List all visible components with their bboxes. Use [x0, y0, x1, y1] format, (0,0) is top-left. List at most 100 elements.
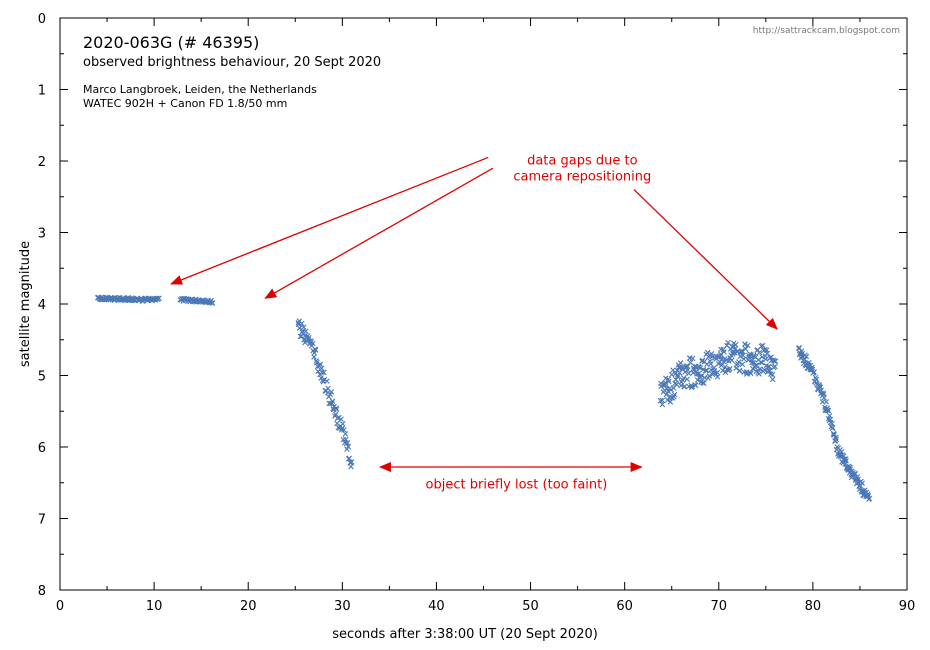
- data-point: [689, 355, 696, 362]
- data-point: [318, 375, 324, 381]
- data-point: [681, 383, 688, 390]
- data-point: [759, 354, 765, 360]
- data-point: [312, 347, 319, 353]
- data-point: [859, 480, 865, 486]
- data-point: [730, 349, 736, 356]
- data-point: [744, 342, 751, 349]
- data-point: [823, 399, 830, 405]
- data-point: [739, 361, 746, 368]
- data-point: [324, 378, 330, 384]
- data-point: [298, 320, 305, 327]
- y-axis: 0 1 2 3 4 5 6 7 8: [38, 12, 907, 599]
- data-point: [857, 482, 864, 489]
- data-point: [346, 455, 353, 462]
- y-tick-label: 2: [38, 155, 46, 170]
- data-point: [303, 328, 309, 335]
- data-point: [319, 369, 325, 376]
- data-point: [341, 427, 347, 433]
- chart-subtitle: observed brightness behaviour, 20 Sept 2…: [83, 55, 381, 70]
- data-point: [747, 370, 754, 377]
- data-point: [732, 341, 739, 348]
- data-point: [820, 390, 827, 396]
- data-point: [752, 362, 759, 369]
- data-point: [838, 448, 845, 455]
- data-point: [803, 353, 810, 360]
- x-tick-label: 10: [146, 599, 163, 614]
- data-point: [328, 389, 335, 395]
- data-point: [657, 397, 664, 404]
- y-tick-label: 1: [38, 84, 46, 99]
- x-tick-label: 50: [522, 599, 539, 614]
- data-point: [685, 370, 692, 377]
- data-point: [821, 394, 827, 401]
- data-point: [667, 399, 674, 405]
- data-point: [833, 436, 839, 443]
- data-point: [756, 371, 762, 377]
- data-point: [714, 374, 721, 380]
- annotation-label: camera repositioning: [513, 170, 651, 185]
- data-point: [852, 470, 858, 477]
- x-axis-title: seconds after 3:38:00 UT (20 Sept 2020): [332, 627, 598, 642]
- data-point: [825, 407, 832, 414]
- data-point: [321, 376, 328, 383]
- data-point: [772, 363, 778, 370]
- data-point: [842, 461, 848, 467]
- data-point: [698, 373, 705, 379]
- data-point: [674, 374, 681, 380]
- data-point: [345, 443, 352, 450]
- data-point: [719, 367, 726, 374]
- data-point: [156, 295, 162, 302]
- x-tick-label: 70: [711, 599, 728, 614]
- data-point: [677, 360, 684, 366]
- data-point: [682, 369, 688, 375]
- data-point: [692, 382, 699, 389]
- data-point: [695, 371, 702, 377]
- data-point: [702, 367, 709, 374]
- data-point: [329, 398, 336, 404]
- annotation-label: data gaps due to: [527, 154, 638, 169]
- x-tick-label: 40: [428, 599, 445, 614]
- data-point: [321, 369, 327, 376]
- data-point: [865, 491, 871, 497]
- data-point: [765, 364, 771, 370]
- data-point: [697, 365, 704, 371]
- data-point: [348, 463, 354, 470]
- source-url: http://sattrackcam.blogspot.com: [753, 26, 900, 36]
- data-point: [769, 376, 776, 383]
- chart-title: 2020-063G (# 46395): [83, 33, 259, 52]
- data-point: [339, 421, 346, 427]
- data-point: [769, 371, 776, 378]
- data-point: [829, 420, 835, 427]
- data-points: [94, 294, 873, 502]
- x-tick-label: 30: [334, 599, 351, 614]
- y-tick-label: 5: [38, 370, 46, 385]
- credit-line-equipment: WATEC 902H + Canon FD 1.8/50 mm: [83, 97, 287, 110]
- data-point: [673, 381, 680, 388]
- data-point: [757, 366, 763, 372]
- x-tick-label: 0: [56, 599, 64, 614]
- credit-line-observer: Marco Langbroek, Leiden, the Netherlands: [83, 83, 317, 96]
- data-point: [706, 373, 713, 379]
- data-point: [772, 358, 779, 364]
- data-point: [317, 361, 324, 368]
- data-point: [701, 380, 707, 387]
- data-point: [811, 369, 817, 375]
- data-point: [671, 391, 678, 398]
- y-tick-label: 3: [38, 227, 46, 242]
- data-point: [663, 391, 670, 398]
- data-point: [684, 376, 690, 383]
- data-point: [767, 371, 774, 377]
- data-point: [763, 356, 769, 362]
- data-point: [762, 346, 768, 353]
- data-point: [771, 358, 778, 364]
- data-point: [333, 405, 339, 411]
- annotation-label: object briefly lost (too faint): [426, 477, 608, 492]
- data-point: [831, 431, 837, 437]
- data-point: [689, 383, 695, 390]
- data-point: [750, 360, 757, 366]
- data-point: [697, 373, 703, 380]
- data-point: [306, 334, 312, 341]
- data-point: [664, 397, 671, 403]
- data-point: [333, 406, 340, 413]
